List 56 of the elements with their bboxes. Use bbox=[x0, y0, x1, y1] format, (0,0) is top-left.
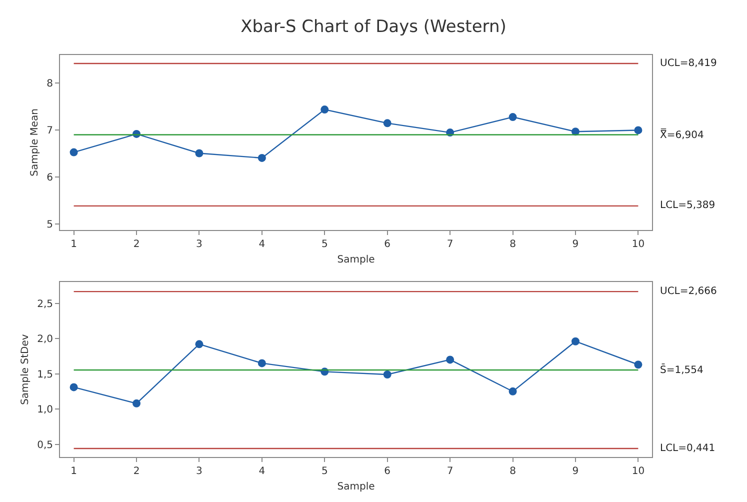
point bbox=[571, 337, 580, 346]
y-tick-label: 2,0 bbox=[37, 334, 53, 346]
ref-line-label: UCL=2,666 bbox=[660, 286, 717, 297]
x-tick-label: 2 bbox=[133, 238, 140, 250]
x-tick-label: 8 bbox=[510, 466, 516, 477]
point bbox=[383, 370, 392, 378]
x-tick-label: 3 bbox=[196, 238, 202, 250]
x-tick-label: 1 bbox=[70, 238, 77, 250]
x-tick-label: 2 bbox=[133, 466, 140, 477]
x-tick-label: 3 bbox=[196, 466, 202, 477]
y-tick-label: 2,5 bbox=[37, 298, 53, 310]
point bbox=[70, 383, 78, 392]
point bbox=[258, 154, 266, 162]
x-tick-label: 5 bbox=[321, 466, 328, 477]
x-tick-label: 4 bbox=[258, 238, 266, 250]
x-tick-label: 9 bbox=[572, 466, 579, 477]
point bbox=[446, 356, 454, 364]
y-tick-label: 5 bbox=[46, 220, 53, 231]
x-axis-title: Sample bbox=[337, 254, 375, 266]
ref-line-label: S̄=1,554 bbox=[660, 363, 704, 376]
point bbox=[132, 399, 141, 408]
point bbox=[634, 126, 642, 134]
x-tick-label: 7 bbox=[446, 238, 454, 250]
ref-line-label: UCL=8,419 bbox=[660, 58, 717, 69]
point bbox=[508, 113, 517, 122]
point bbox=[195, 149, 204, 158]
x-tick-label: 9 bbox=[572, 238, 579, 250]
x-tick-label: 10 bbox=[632, 238, 645, 250]
ref-line-label: LCL=0,441 bbox=[660, 443, 716, 454]
x-tick-label: 7 bbox=[446, 466, 454, 477]
x-tick-label: 6 bbox=[384, 238, 391, 250]
point bbox=[258, 359, 266, 368]
point bbox=[634, 360, 642, 369]
x-tick-label: 4 bbox=[258, 466, 266, 477]
x-tick-label: 6 bbox=[384, 466, 391, 477]
x-tick-label: 5 bbox=[321, 238, 328, 250]
point bbox=[320, 106, 329, 114]
x-axis-title: Sample bbox=[337, 482, 375, 492]
y-tick-label: 1,5 bbox=[37, 369, 53, 380]
x-tick-label: 1 bbox=[70, 466, 77, 477]
point bbox=[508, 387, 517, 396]
y-tick-label: 7 bbox=[46, 126, 53, 137]
y-axis-title: Sample Mean bbox=[30, 108, 41, 176]
y-tick-label: 8 bbox=[46, 78, 53, 90]
point bbox=[70, 148, 78, 156]
ref-line-label: X̿=6,904 bbox=[660, 128, 704, 141]
ref-line-label: LCL=5,389 bbox=[660, 200, 716, 211]
x-tick-label: 10 bbox=[632, 466, 645, 477]
y-axis-title: Sample StDev bbox=[20, 334, 32, 405]
y-tick-label: 1,0 bbox=[37, 404, 53, 416]
chart-title: Xbar-S Chart of Days (Western) bbox=[240, 16, 506, 37]
point bbox=[195, 340, 204, 348]
x-tick-label: 8 bbox=[510, 238, 516, 250]
y-tick-label: 0,5 bbox=[37, 440, 53, 451]
y-tick-label: 6 bbox=[46, 172, 53, 184]
point bbox=[383, 119, 392, 128]
